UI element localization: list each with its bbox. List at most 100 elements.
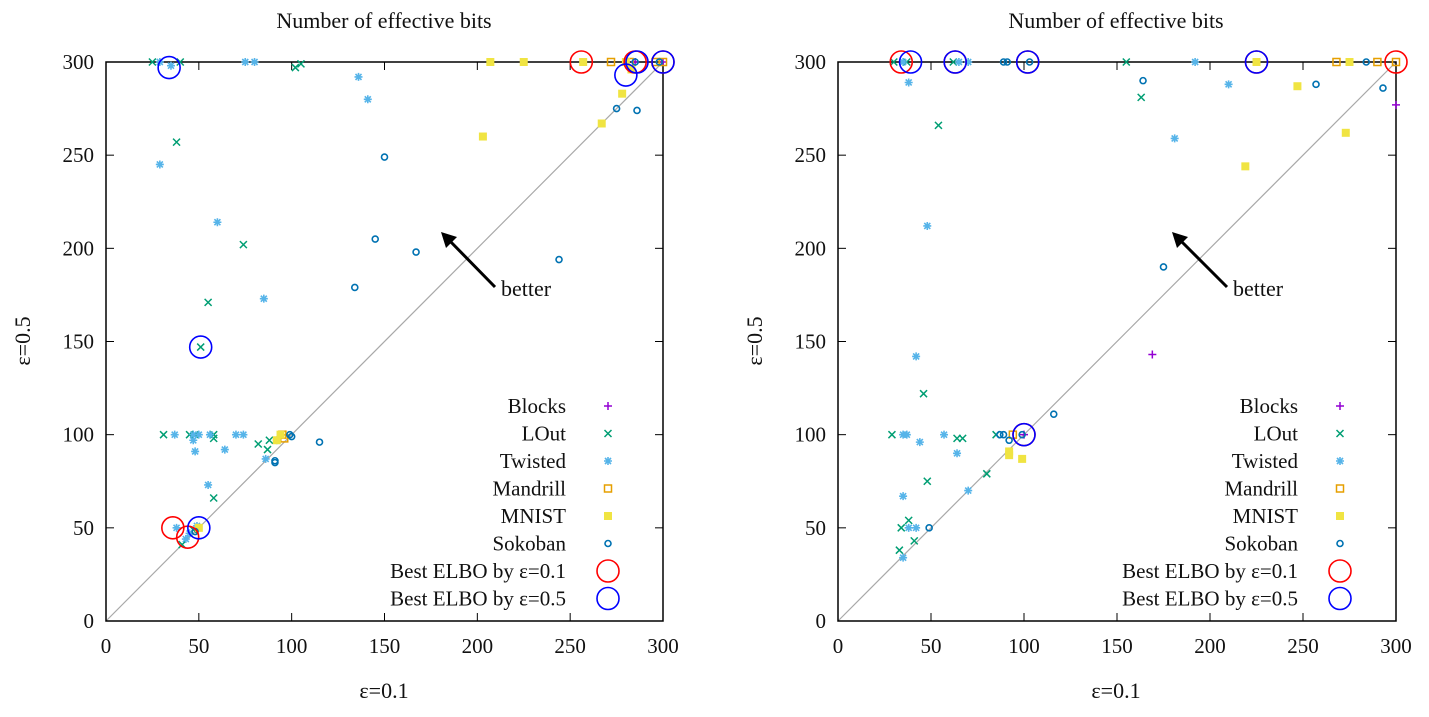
point-p0-s1-13 xyxy=(254,439,263,449)
point-p1-s5-legend xyxy=(1336,539,1344,548)
point-p0-s4-10 xyxy=(194,523,203,532)
better-arrow-shaft xyxy=(1176,236,1229,289)
point-p0-s5-6 xyxy=(633,106,641,115)
point-p1-s1-0 xyxy=(889,57,898,67)
series-sokoban xyxy=(925,58,1387,532)
x-tick-label: 150 xyxy=(369,634,401,658)
point-p0-s4-9 xyxy=(272,436,281,445)
y-tick-label: 100 xyxy=(795,423,827,447)
point-p0-s2-8 xyxy=(259,294,268,303)
diagonal-line xyxy=(837,61,1397,622)
x-tick-label: 300 xyxy=(1380,634,1412,658)
point-p0-s2-18 xyxy=(261,454,270,463)
point-p0-s7-2 xyxy=(157,55,181,80)
series-best-elbo-by-0-1 xyxy=(889,50,1408,447)
point-p1-s1-6 xyxy=(919,389,928,398)
point-p0-s2-14 xyxy=(239,430,248,439)
chart-panel-2: Number of effective bits 0 50 100 150 200 250 3… xyxy=(742,8,1412,703)
point-p1-s3-2 xyxy=(1391,57,1401,67)
point-p0-s1-6 xyxy=(204,298,213,307)
point-p0-s2-12 xyxy=(205,430,214,439)
point-p1-s5-4 xyxy=(1312,80,1320,89)
legend-label: Best ELBO by ε=0.5 xyxy=(1122,587,1298,611)
point-p1-s5-6 xyxy=(1159,263,1168,271)
point-p0-s1-1 xyxy=(176,57,185,67)
point-p0-s2-6 xyxy=(155,160,164,169)
point-p1-s1-5 xyxy=(934,121,943,130)
point-p0-s2-legend xyxy=(604,457,612,465)
point-p0-s2-5 xyxy=(363,95,372,104)
point-p0-s2-7 xyxy=(213,218,222,227)
legend-label: Best ELBO by ε=0.1 xyxy=(1122,559,1298,583)
point-p0-s3-0 xyxy=(606,57,616,67)
x-tick-label: 50 xyxy=(188,634,209,658)
chart-title: Number of effective bits xyxy=(1008,8,1223,33)
point-p1-s7-legend xyxy=(1328,586,1352,611)
point-p1-s1-9 xyxy=(958,434,967,443)
point-p0-s5-13 xyxy=(631,58,639,66)
point-p0-s2-16 xyxy=(191,447,200,456)
y-tick-label: 50 xyxy=(805,516,826,540)
point-p0-s2-17 xyxy=(220,445,229,454)
point-p1-s2-0 xyxy=(899,58,908,66)
point-p0-s1-0 xyxy=(148,57,157,67)
point-p1-s7-1 xyxy=(943,50,967,74)
point-p0-s2-21 xyxy=(172,523,181,532)
series-sokoban xyxy=(191,58,664,536)
annotation-better: better xyxy=(1233,276,1284,301)
point-p0-s6-legend xyxy=(596,559,620,583)
x-axis-label: ε=0.1 xyxy=(1091,678,1140,703)
point-p0-s1-5 xyxy=(239,240,248,249)
series-twisted xyxy=(899,58,1233,562)
point-p1-s4-4 xyxy=(1341,128,1350,137)
point-p1-s1-13 xyxy=(904,516,913,525)
point-p1-s1-11 xyxy=(982,469,991,478)
chart-title: Number of effective bits xyxy=(276,8,491,33)
y-tick-label: 250 xyxy=(795,143,827,167)
point-p1-s2-17 xyxy=(904,523,913,532)
point-p1-s5-12 xyxy=(925,524,933,532)
point-p1-s5-11 xyxy=(1005,436,1013,445)
point-p1-s1-14 xyxy=(910,536,919,545)
better-arrow-head xyxy=(441,232,457,248)
point-p0-s4-4 xyxy=(478,132,487,141)
point-p0-s1-15 xyxy=(265,436,274,445)
point-p0-s5-8 xyxy=(287,432,296,441)
point-p1-s2-8 xyxy=(912,352,921,361)
point-p0-s5-0 xyxy=(380,153,389,161)
annotation-better: better xyxy=(501,276,552,301)
better-arrow-shaft xyxy=(445,236,497,289)
point-p1-s3-1 xyxy=(1373,57,1382,67)
point-p0-s7-5 xyxy=(651,50,675,74)
point-p1-s5-10 xyxy=(1018,430,1026,439)
point-p0-s1-16 xyxy=(209,493,218,503)
point-p0-s2-13 xyxy=(231,430,240,439)
point-p0-s2-3 xyxy=(250,58,259,66)
point-p1-s2-10 xyxy=(902,430,911,439)
point-p1-s1-16 xyxy=(895,546,904,555)
series-best-elbo-by-0-1 xyxy=(161,50,675,549)
point-p1-s1-legend xyxy=(1335,429,1345,438)
legend-label: Mandrill xyxy=(493,477,567,501)
better-arrow-head xyxy=(1172,232,1188,248)
x-tick-label: 150 xyxy=(1101,634,1133,658)
point-p1-s7-2 xyxy=(1015,50,1040,74)
point-p0-s3-3 xyxy=(658,57,668,67)
series-best-elbo-by-0-5 xyxy=(157,50,675,540)
point-p0-s6-2 xyxy=(569,50,594,74)
point-p0-s5-2 xyxy=(412,248,420,256)
point-p1-s5-13 xyxy=(1362,58,1371,66)
y-tick-label: 250 xyxy=(63,143,95,167)
legend-label: Twisted xyxy=(500,449,567,473)
point-p0-s2-11 xyxy=(194,430,203,439)
point-p0-s4-legend xyxy=(604,512,612,520)
point-p1-s0-1 xyxy=(1392,100,1400,109)
point-p0-s2-15 xyxy=(189,436,198,445)
y-tick-label: 200 xyxy=(63,236,95,260)
y-axis-label: ε=0.5 xyxy=(742,316,767,365)
point-p1-s5-7 xyxy=(1049,410,1058,418)
chart-panel-1: Number of effective bits 0 50 100 150 200 250 3… xyxy=(10,8,679,703)
point-p1-s3-0 xyxy=(1332,57,1341,67)
point-p1-s1-10 xyxy=(923,477,932,486)
